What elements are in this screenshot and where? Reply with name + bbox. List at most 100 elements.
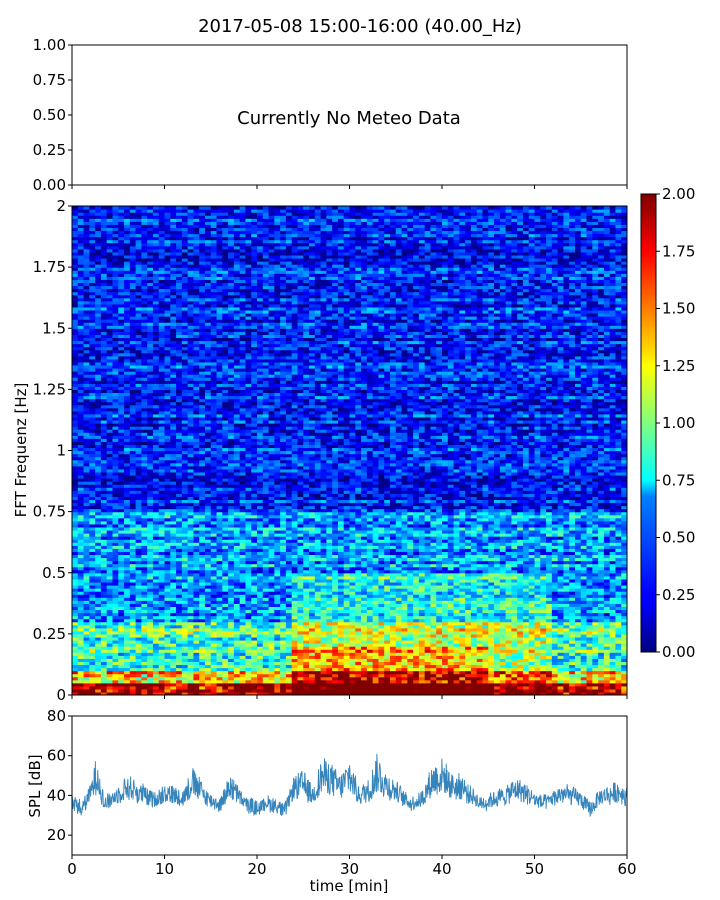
spectrogram-cell	[262, 618, 270, 623]
spectrogram-cell	[361, 636, 368, 641]
spectrogram-cell	[124, 652, 131, 656]
spectrogram-cell	[89, 639, 96, 644]
spectrogram-cell	[164, 618, 171, 623]
spectrogram-cell	[580, 667, 588, 672]
spectrogram-cell	[291, 627, 299, 632]
spectrogram-cell	[112, 679, 119, 684]
spectrogram-cell	[129, 633, 137, 638]
spectrogram-cell	[291, 667, 299, 672]
spectrogram-cell	[274, 652, 281, 656]
spectrogram-cell	[621, 661, 627, 666]
spectrogram-cell	[372, 615, 380, 620]
spectrogram-cell	[540, 685, 547, 690]
spectrogram-cell	[534, 643, 541, 647]
spectrogram-cell	[158, 643, 166, 647]
spectrogram-cell	[129, 673, 137, 678]
spectrogram-cell	[291, 630, 299, 635]
spectrogram-cell	[262, 667, 270, 672]
spectrogram-cell	[447, 630, 455, 635]
spectrogram-cell	[476, 664, 484, 669]
spectrogram-cell	[453, 621, 460, 626]
spectrogram-cell	[274, 673, 281, 678]
spectrogram-cell	[586, 633, 593, 638]
spectrogram-cell	[372, 643, 380, 647]
spectrogram-cell	[77, 636, 85, 641]
spectrogram-cell	[598, 670, 605, 675]
spectrogram-cell	[413, 643, 420, 647]
spectrogram-cell	[245, 655, 252, 659]
spectrogram-cell	[418, 691, 426, 695]
spectrogram-cell	[465, 615, 472, 620]
spectrogram-cell	[598, 691, 605, 695]
spectrogram-cell	[106, 643, 114, 647]
spectrogram-cell	[129, 621, 137, 626]
spectrogram-cell	[505, 658, 512, 662]
spectrogram-cell	[95, 652, 102, 656]
spectrogram-cell	[77, 621, 85, 626]
spectrogram-cell	[164, 667, 171, 672]
spectrogram-cell	[72, 624, 79, 629]
spectrogram-cell	[447, 691, 455, 695]
spectrogram-cell	[297, 630, 304, 635]
spectrogram-cell	[164, 609, 171, 614]
spectrogram-cell	[459, 615, 466, 620]
spectrogram-cell	[118, 621, 125, 626]
spectrogram-cell	[118, 691, 125, 695]
spectrogram-cell	[100, 664, 108, 669]
spectrogram-cell	[378, 627, 385, 632]
spectrogram-cell	[135, 633, 142, 638]
spectrogram-cell	[569, 627, 576, 632]
spectrogram-cell	[551, 682, 559, 687]
spectrogram-cell	[442, 621, 449, 626]
spectrogram-cell	[430, 630, 437, 635]
spectrogram-cell	[395, 658, 403, 662]
spectrogram-cell	[309, 676, 316, 681]
spectrogram-cell	[222, 661, 229, 666]
spectrogram-cell	[95, 658, 102, 662]
spectrogram-cell	[511, 615, 518, 620]
spectrogram-cell	[447, 655, 455, 659]
spectrogram-cell	[407, 618, 414, 623]
spectrogram-cell	[482, 670, 489, 675]
spectrogram-cell	[95, 621, 102, 626]
spectrogram-cell	[424, 643, 432, 647]
spectrogram-cell	[355, 643, 362, 647]
spectrogram-cell	[77, 639, 85, 644]
spectrogram-cell	[615, 643, 622, 647]
spectrogram-cell	[401, 612, 408, 617]
spectrogram-cell	[598, 673, 605, 678]
spectrogram-cell	[95, 649, 102, 653]
spectrogram-cell	[453, 688, 460, 693]
spectrogram-cell	[233, 630, 241, 635]
spectrogram-cell	[609, 646, 617, 650]
spectrogram-cell	[222, 639, 229, 644]
spectrogram-cell	[586, 646, 593, 650]
spectrogram-cell	[580, 646, 588, 650]
spectrogram-cell	[303, 664, 310, 669]
spectrogram-cell	[522, 676, 530, 681]
spectrogram-cell	[366, 661, 374, 666]
spectrogram-cell	[268, 661, 275, 666]
spectrogram-cell	[228, 676, 235, 681]
spectrogram-cell	[118, 627, 125, 632]
spectrogram-cell	[494, 688, 501, 693]
spectrogram-cell	[447, 621, 455, 626]
spectrogram-cell	[309, 618, 316, 623]
spectrogram-cell	[465, 621, 472, 626]
spectrogram-cell	[621, 652, 627, 656]
spectrogram-cell	[522, 691, 530, 695]
spectrogram-cell	[361, 685, 368, 690]
spectrogram-cell	[285, 670, 293, 675]
spectrogram-cell	[528, 655, 536, 659]
spectrogram-cell	[320, 664, 327, 669]
spectrogram-cell	[488, 670, 495, 675]
spectrogram-cell	[291, 655, 299, 659]
spectrogram-cell	[546, 639, 553, 644]
spectrogram-cell	[280, 658, 287, 662]
spectrogram-cell	[494, 658, 501, 662]
spectrogram-cell	[72, 627, 79, 632]
spectrogram-cell	[436, 676, 443, 681]
spectrogram-cell	[118, 633, 125, 638]
spectrogram-cell	[395, 633, 403, 638]
spectrogram-cell	[320, 633, 327, 638]
